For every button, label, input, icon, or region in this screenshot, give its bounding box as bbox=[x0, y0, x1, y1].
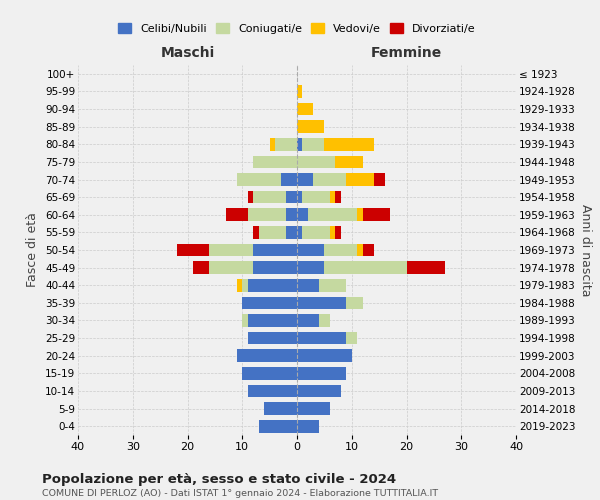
Bar bbox=[346, 296, 362, 309]
Bar bbox=[357, 244, 363, 256]
Bar bbox=[248, 314, 297, 327]
Bar bbox=[297, 173, 313, 186]
Text: Popolazione per età, sesso e stato civile - 2024: Popolazione per età, sesso e stato civil… bbox=[42, 472, 396, 486]
Bar bbox=[248, 332, 297, 344]
Bar bbox=[335, 191, 341, 203]
Bar bbox=[330, 226, 335, 238]
Bar bbox=[297, 384, 341, 398]
Bar bbox=[297, 314, 319, 327]
Bar bbox=[297, 367, 346, 380]
Bar bbox=[176, 244, 209, 256]
Bar bbox=[302, 191, 330, 203]
Bar bbox=[242, 314, 248, 327]
Bar bbox=[297, 350, 352, 362]
Bar bbox=[357, 208, 363, 221]
Bar bbox=[242, 367, 297, 380]
Bar bbox=[297, 296, 346, 309]
Bar bbox=[346, 173, 374, 186]
Bar bbox=[325, 262, 407, 274]
Bar bbox=[313, 173, 346, 186]
Bar bbox=[248, 208, 286, 221]
Bar bbox=[319, 279, 346, 291]
Bar bbox=[325, 244, 357, 256]
Bar bbox=[297, 102, 313, 116]
Bar bbox=[362, 244, 374, 256]
Bar bbox=[325, 138, 374, 150]
Bar bbox=[297, 226, 302, 238]
Text: Maschi: Maschi bbox=[160, 46, 215, 60]
Bar bbox=[259, 226, 286, 238]
Bar bbox=[248, 191, 253, 203]
Bar bbox=[248, 384, 297, 398]
Bar bbox=[286, 208, 297, 221]
Bar bbox=[362, 208, 390, 221]
Bar bbox=[297, 120, 325, 133]
Bar bbox=[374, 173, 385, 186]
Text: Femmine: Femmine bbox=[371, 46, 442, 60]
Bar bbox=[237, 279, 242, 291]
Bar bbox=[297, 279, 319, 291]
Bar bbox=[297, 138, 302, 150]
Bar bbox=[407, 262, 445, 274]
Text: COMUNE DI PERLOZ (AO) - Dati ISTAT 1° gennaio 2024 - Elaborazione TUTTITALIA.IT: COMUNE DI PERLOZ (AO) - Dati ISTAT 1° ge… bbox=[42, 489, 438, 498]
Bar bbox=[248, 279, 297, 291]
Bar bbox=[253, 244, 297, 256]
Bar bbox=[297, 244, 325, 256]
Bar bbox=[297, 208, 308, 221]
Bar bbox=[253, 191, 286, 203]
Bar bbox=[335, 156, 362, 168]
Bar bbox=[297, 85, 302, 98]
Bar bbox=[297, 191, 302, 203]
Bar bbox=[226, 208, 248, 221]
Bar bbox=[335, 226, 341, 238]
Bar bbox=[242, 279, 248, 291]
Y-axis label: Fasce di età: Fasce di età bbox=[26, 212, 40, 288]
Bar bbox=[297, 156, 335, 168]
Bar bbox=[286, 226, 297, 238]
Bar bbox=[193, 262, 209, 274]
Bar bbox=[319, 314, 330, 327]
Bar bbox=[237, 173, 281, 186]
Bar bbox=[253, 226, 259, 238]
Bar bbox=[297, 332, 346, 344]
Bar bbox=[302, 138, 325, 150]
Bar bbox=[308, 208, 357, 221]
Bar bbox=[264, 402, 297, 415]
Bar bbox=[286, 191, 297, 203]
Bar bbox=[297, 262, 325, 274]
Legend: Celibi/Nubili, Coniugati/e, Vedovi/e, Divorziati/e: Celibi/Nubili, Coniugati/e, Vedovi/e, Di… bbox=[114, 19, 480, 38]
Y-axis label: Anni di nascita: Anni di nascita bbox=[579, 204, 592, 296]
Bar bbox=[253, 262, 297, 274]
Bar bbox=[330, 191, 335, 203]
Bar bbox=[259, 420, 297, 432]
Bar bbox=[253, 156, 297, 168]
Bar bbox=[209, 244, 253, 256]
Bar bbox=[275, 138, 297, 150]
Bar bbox=[302, 226, 330, 238]
Bar bbox=[237, 350, 297, 362]
Bar bbox=[269, 138, 275, 150]
Bar bbox=[242, 296, 297, 309]
Bar bbox=[209, 262, 253, 274]
Bar bbox=[297, 420, 319, 432]
Bar bbox=[281, 173, 297, 186]
Bar bbox=[346, 332, 357, 344]
Bar bbox=[297, 402, 330, 415]
